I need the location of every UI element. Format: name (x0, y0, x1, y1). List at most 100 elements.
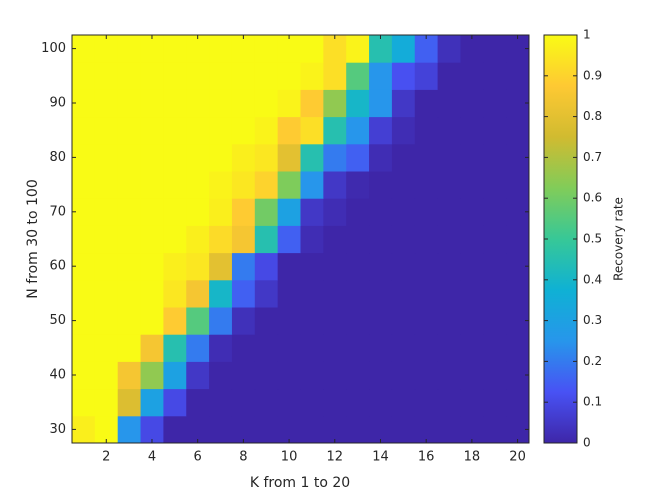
cell (209, 143, 233, 172)
cell (254, 388, 279, 417)
cell (483, 252, 507, 281)
cell (163, 252, 187, 281)
cell (483, 334, 507, 362)
cell (391, 225, 416, 254)
x-tick-label: 12 (327, 450, 344, 465)
cell (186, 198, 210, 226)
cell (72, 279, 96, 308)
cell (231, 198, 256, 226)
cell (277, 279, 301, 308)
cell (140, 252, 164, 281)
colorbar-tick-label: 0.4 (583, 272, 602, 286)
cell (186, 116, 210, 145)
y-tick-label: 100 (41, 41, 66, 56)
cell (300, 198, 324, 226)
cell (506, 89, 530, 118)
cell (369, 334, 393, 362)
cell (300, 35, 324, 63)
cell (391, 116, 416, 145)
colorbar-tick-label: 0.5 (583, 232, 602, 246)
cell (300, 89, 324, 118)
cell (186, 388, 210, 417)
cell (140, 35, 164, 63)
cell (506, 252, 530, 281)
cell (277, 307, 301, 335)
cell (323, 143, 347, 172)
cell (254, 334, 279, 362)
cell (72, 252, 96, 281)
cell (506, 307, 530, 335)
cell (300, 415, 324, 444)
cell (460, 388, 484, 417)
cell (254, 225, 279, 254)
y-axis-label: N from 30 to 100 (25, 179, 41, 298)
cell (72, 307, 96, 335)
cell (117, 279, 142, 308)
cell (186, 334, 210, 362)
cell (437, 198, 461, 226)
cell (209, 62, 233, 90)
cell (163, 89, 187, 118)
cell (391, 388, 416, 417)
cell (231, 89, 256, 118)
cell (186, 225, 210, 254)
cell (460, 116, 484, 145)
cell (346, 361, 370, 390)
cell (277, 388, 301, 417)
cell (414, 334, 439, 362)
cell (346, 62, 370, 90)
cell (346, 307, 370, 335)
cell (254, 62, 279, 90)
cell (300, 334, 324, 362)
cell (414, 35, 439, 63)
cell (163, 361, 187, 390)
cell (163, 279, 187, 308)
cell (94, 307, 119, 335)
cell (140, 143, 164, 172)
cell (209, 334, 233, 362)
cell (117, 225, 142, 254)
cell (94, 334, 119, 362)
cell (72, 361, 96, 390)
y-tick-label: 50 (49, 313, 66, 328)
x-axis-label: K from 1 to 20 (250, 475, 350, 491)
cell (506, 225, 530, 254)
cell (323, 334, 347, 362)
cell (117, 116, 142, 145)
cell (346, 35, 370, 63)
cell (163, 225, 187, 254)
cell (94, 35, 119, 63)
cell (72, 334, 96, 362)
cell (94, 62, 119, 90)
cell (391, 307, 416, 335)
cell (300, 252, 324, 281)
cell (323, 171, 347, 199)
cell (506, 143, 530, 172)
cell (300, 62, 324, 90)
cell (277, 62, 301, 90)
cell (460, 307, 484, 335)
cell (117, 198, 142, 226)
cell (72, 116, 96, 145)
colorbar-tick-label: 0.2 (583, 354, 602, 368)
cell (140, 388, 164, 417)
cell (369, 35, 393, 63)
cell (323, 307, 347, 335)
cell (460, 279, 484, 308)
cell (163, 388, 187, 417)
cell (323, 388, 347, 417)
cell (391, 252, 416, 281)
cell (186, 252, 210, 281)
cell (277, 361, 301, 390)
cell (346, 198, 370, 226)
cell (483, 89, 507, 118)
cell (254, 279, 279, 308)
cell (163, 171, 187, 199)
cell (163, 307, 187, 335)
cell (163, 334, 187, 362)
colorbar-tick-label: 0.9 (583, 68, 602, 82)
cell (186, 35, 210, 63)
cell (72, 35, 96, 63)
cell (94, 116, 119, 145)
